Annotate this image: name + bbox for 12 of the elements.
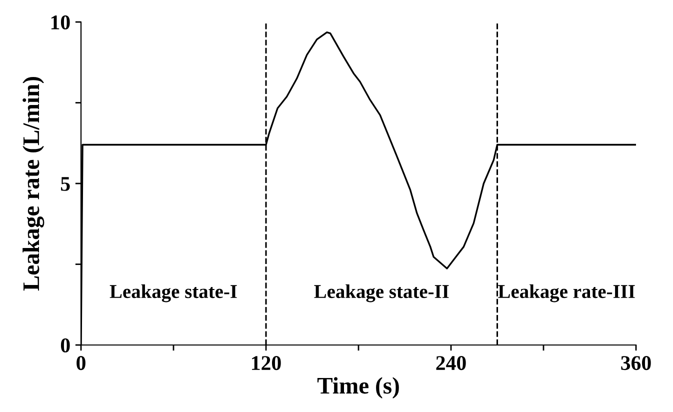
x-tick-label: 120: [252, 356, 281, 370]
annotation: Leakage rate-III: [498, 284, 635, 302]
y-axis-title: Leakage rate (L/min): [22, 76, 44, 291]
y-tick-label: 5: [61, 177, 70, 191]
annotation: Leakage state-II: [314, 284, 449, 302]
y-tick-label: 0: [60, 338, 70, 352]
x-tick-label: 360: [621, 356, 651, 370]
x-tick-label: 0: [76, 356, 86, 370]
y-tick-label: 10: [51, 15, 70, 30]
annotation: Leakage state-I: [110, 284, 237, 302]
x-axis-title: Time (s): [317, 377, 399, 398]
x-tick-label: 240: [436, 356, 466, 370]
